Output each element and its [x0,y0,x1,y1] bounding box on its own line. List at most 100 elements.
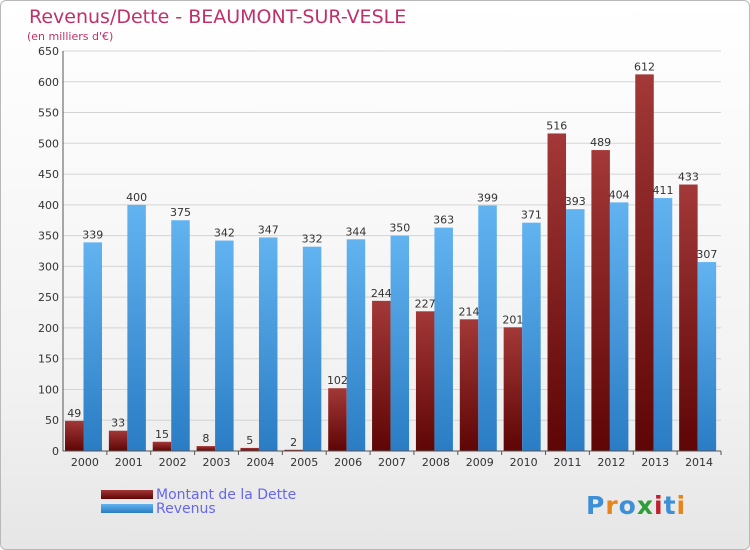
logo-letter: P [586,491,606,520]
y-tick-label: 0 [52,445,59,458]
x-tick-label: 2011 [553,456,581,469]
y-tick-label: 550 [38,107,59,120]
bar-revenus [434,227,453,451]
x-tick-label: 2012 [597,456,625,469]
bar-revenus [522,222,541,451]
y-tick-label: 400 [38,199,59,212]
y-tick-label: 100 [38,383,59,396]
y-tick-label: 250 [38,291,59,304]
data-label: 15 [155,428,169,441]
bar-dette [284,449,303,451]
axes: 0 50 100 150 200 250 300 350 400 450 500 550 600 650 2… [38,45,722,469]
data-label: 516 [546,119,567,132]
data-label: 375 [170,206,191,219]
logo-letter: o [618,491,637,520]
proxiti-logo: Proxiti [586,491,686,520]
logo-letter: t [663,491,677,520]
data-label: 33 [111,417,125,430]
bar-dette [415,311,435,451]
y-tick-label: 500 [38,137,59,150]
data-label: 2 [290,436,297,449]
data-label: 342 [214,227,235,240]
x-tick-label: 2003 [203,456,231,469]
bar-dette [503,327,523,451]
data-label: 433 [678,171,699,184]
data-label: 5 [246,434,253,447]
legend-swatch-dette [101,490,153,499]
data-label: 227 [415,297,436,310]
data-label: 339 [82,228,103,241]
data-label: 201 [502,313,523,326]
data-label: 400 [126,191,147,204]
bar-dette [108,430,128,451]
x-tick-label: 2006 [334,456,362,469]
bar-dette [547,133,567,451]
data-label: 404 [609,188,630,201]
legend-swatch-revenus [101,504,153,513]
logo-letter: i [654,491,664,520]
y-tick-label: 350 [38,230,59,243]
logo-letter: i [676,491,687,520]
data-label: 489 [590,136,611,149]
bar-dette [240,447,259,451]
bar-revenus [390,235,410,451]
y-tick-label: 450 [38,168,59,181]
data-label: 244 [371,287,392,300]
bar-dette [152,441,172,451]
bar-revenus [697,262,717,451]
data-label: 350 [389,222,410,235]
data-label: 214 [459,305,480,318]
legend-label-dette: Montant de la Dette [156,487,297,503]
bar-revenus [609,202,629,451]
bar-dette [196,446,216,451]
bar-revenus [83,242,102,451]
x-tick-label: 2007 [378,456,406,469]
bar-dette [459,319,479,451]
bars [65,74,717,452]
bar-revenus [258,237,278,451]
bar-dette [328,388,347,451]
data-label: 49 [67,407,81,420]
x-tick-label: 2005 [290,456,318,469]
data-label: 8 [202,432,209,445]
bar-revenus [566,209,585,451]
bar-revenus [127,204,146,451]
data-label: 347 [258,223,279,236]
data-label: 393 [565,195,586,208]
bar-revenus [653,198,673,451]
y-tick-label: 200 [38,322,59,335]
y-tick-label: 600 [38,76,59,89]
x-tick-label: 2004 [246,456,274,469]
data-label: 612 [634,60,655,73]
x-tick-label: 2001 [115,456,143,469]
x-tick-label: 2000 [71,456,99,469]
data-label: 102 [327,374,348,387]
data-labels: 49 339 33 400 15 375 8 342 5 347 2 332 102 344 244 350 2… [67,60,717,448]
bar-revenus [215,240,234,451]
bar-dette [679,184,698,452]
y-tick-label: 650 [38,45,59,58]
x-tick-label: 2013 [641,456,669,469]
x-tick-label: 2008 [422,456,450,469]
bar-revenus [346,239,366,451]
bar-revenus [478,205,497,451]
data-label: 307 [696,248,717,261]
y-tick-label: 50 [45,414,59,427]
x-tick-label: 2009 [466,456,494,469]
logo-letter: x [636,491,654,520]
data-label: 344 [345,225,366,238]
data-label: 332 [302,233,323,246]
bar-revenus [171,220,190,451]
legend-label-revenus: Revenus [156,501,216,517]
logo-letter: r [605,491,619,520]
bar-revenus [302,246,322,451]
bar-dette [372,300,391,451]
data-label: 411 [653,184,674,197]
chart-title: Revenus/Dette - BEAUMONT-SUR-VESLE [29,6,407,28]
unit-label: (en milliers d'€) [27,30,114,43]
y-tick-label: 150 [38,353,59,366]
bar-dette [65,420,84,451]
data-label: 399 [477,191,498,204]
